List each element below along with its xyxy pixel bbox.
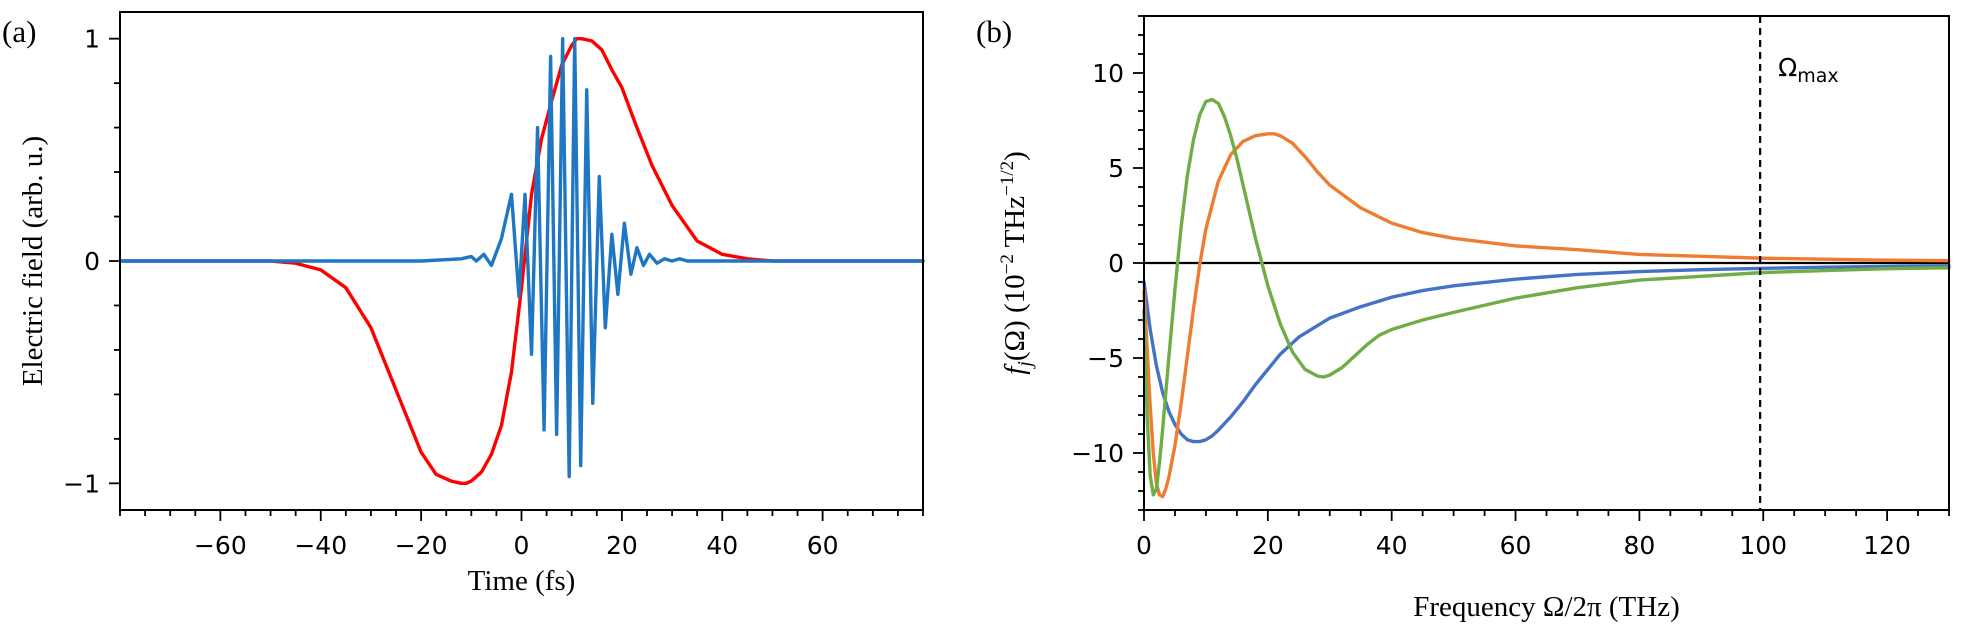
panel-b: (b) 0 20 40 60 80 100 120 −10 −5 0 5 10 Ωmax Freque… <box>976 14 1951 623</box>
panel-a-series <box>118 36 925 486</box>
panel-a-y-axis-title: Electric field (arb. u.) <box>17 136 49 386</box>
panel-a: (a) −60 −40 −20 0 20 40 60 −1 0 1 Time (fs) Elect… <box>2 11 925 597</box>
x-tick-label: 40 <box>706 531 738 560</box>
y-tick-label: 1 <box>84 25 100 54</box>
panel-b-label: (b) <box>976 14 1012 49</box>
series-line-few-cycle-pulse <box>118 36 925 479</box>
panel-b-y-axis-title: fj(Ω) (10−2 THz−1/2) <box>997 151 1036 375</box>
x-tick-label: 120 <box>1863 531 1911 560</box>
x-tick-label: 80 <box>1623 531 1655 560</box>
x-tick-label: 40 <box>1376 531 1408 560</box>
y-title-unit: THz <box>999 196 1031 254</box>
y-tick-label: 0 <box>84 247 100 276</box>
x-tick-label: −40 <box>294 531 347 560</box>
x-tick-label: 0 <box>514 531 530 560</box>
series-line-f2 <box>1142 132 1951 499</box>
y-title-exp2: −1/2 <box>997 161 1018 196</box>
y-title-mid: (Ω) (10 <box>999 274 1031 361</box>
y-tick-label: −5 <box>1087 344 1124 373</box>
panel-b-omega-max-label: Ωmax <box>1778 53 1839 87</box>
y-tick-label: 10 <box>1092 59 1124 88</box>
panel-b-series <box>1142 97 1951 499</box>
panel-a-x-axis-title: Time (fs) <box>468 565 576 597</box>
y-tick-label: −1 <box>63 469 100 498</box>
y-tick-label: 0 <box>1108 249 1124 278</box>
x-tick-label: 60 <box>1500 531 1532 560</box>
y-tick-label: −10 <box>1071 439 1124 468</box>
x-tick-label: 100 <box>1739 531 1787 560</box>
y-title-exp1: −2 <box>997 254 1018 274</box>
x-tick-label: 60 <box>807 531 839 560</box>
omega-max-main: Ω <box>1778 53 1797 82</box>
series-line-f3 <box>1142 97 1951 497</box>
omega-max-sub: max <box>1797 65 1838 87</box>
x-tick-label: 20 <box>1252 531 1284 560</box>
x-tick-label: 20 <box>606 531 638 560</box>
panel-b-ticks: 0 20 40 60 80 100 120 −10 −5 0 5 10 <box>1071 15 1950 560</box>
x-tick-label: 0 <box>1136 531 1152 560</box>
x-tick-label: −60 <box>194 531 247 560</box>
panel-a-frame <box>119 11 924 511</box>
panel-a-label: (a) <box>2 14 36 49</box>
panel-b-x-axis-title: Frequency Ω/2π (THz) <box>1413 591 1680 623</box>
series-line-single-cycle-pulse <box>118 36 925 486</box>
y-title-close: ) <box>999 151 1031 161</box>
y-tick-label: 5 <box>1108 154 1124 183</box>
y-title-sub-j: j <box>1014 361 1036 370</box>
panel-b-frame <box>1143 15 1950 511</box>
x-tick-label: −20 <box>395 531 448 560</box>
panel-a-ticks: −60 −40 −20 0 20 40 60 −1 0 1 <box>63 25 924 560</box>
